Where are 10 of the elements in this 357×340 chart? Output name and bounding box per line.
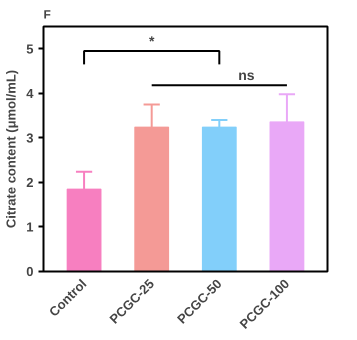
y-tick-label: 0 — [26, 264, 34, 279]
y-tick-label: 4 — [26, 86, 34, 101]
annotation: ns — [238, 67, 255, 84]
y-tick-label: 2 — [26, 174, 34, 190]
y-tick-label: 1 — [26, 219, 34, 234]
y-axis-title: Citrate content (μmol/mL) — [3, 70, 18, 228]
chart-title: F — [44, 8, 51, 22]
y-tick-label: 5 — [26, 41, 34, 56]
annotation: * — [148, 32, 155, 49]
y-tick-label: 3 — [26, 130, 34, 146]
